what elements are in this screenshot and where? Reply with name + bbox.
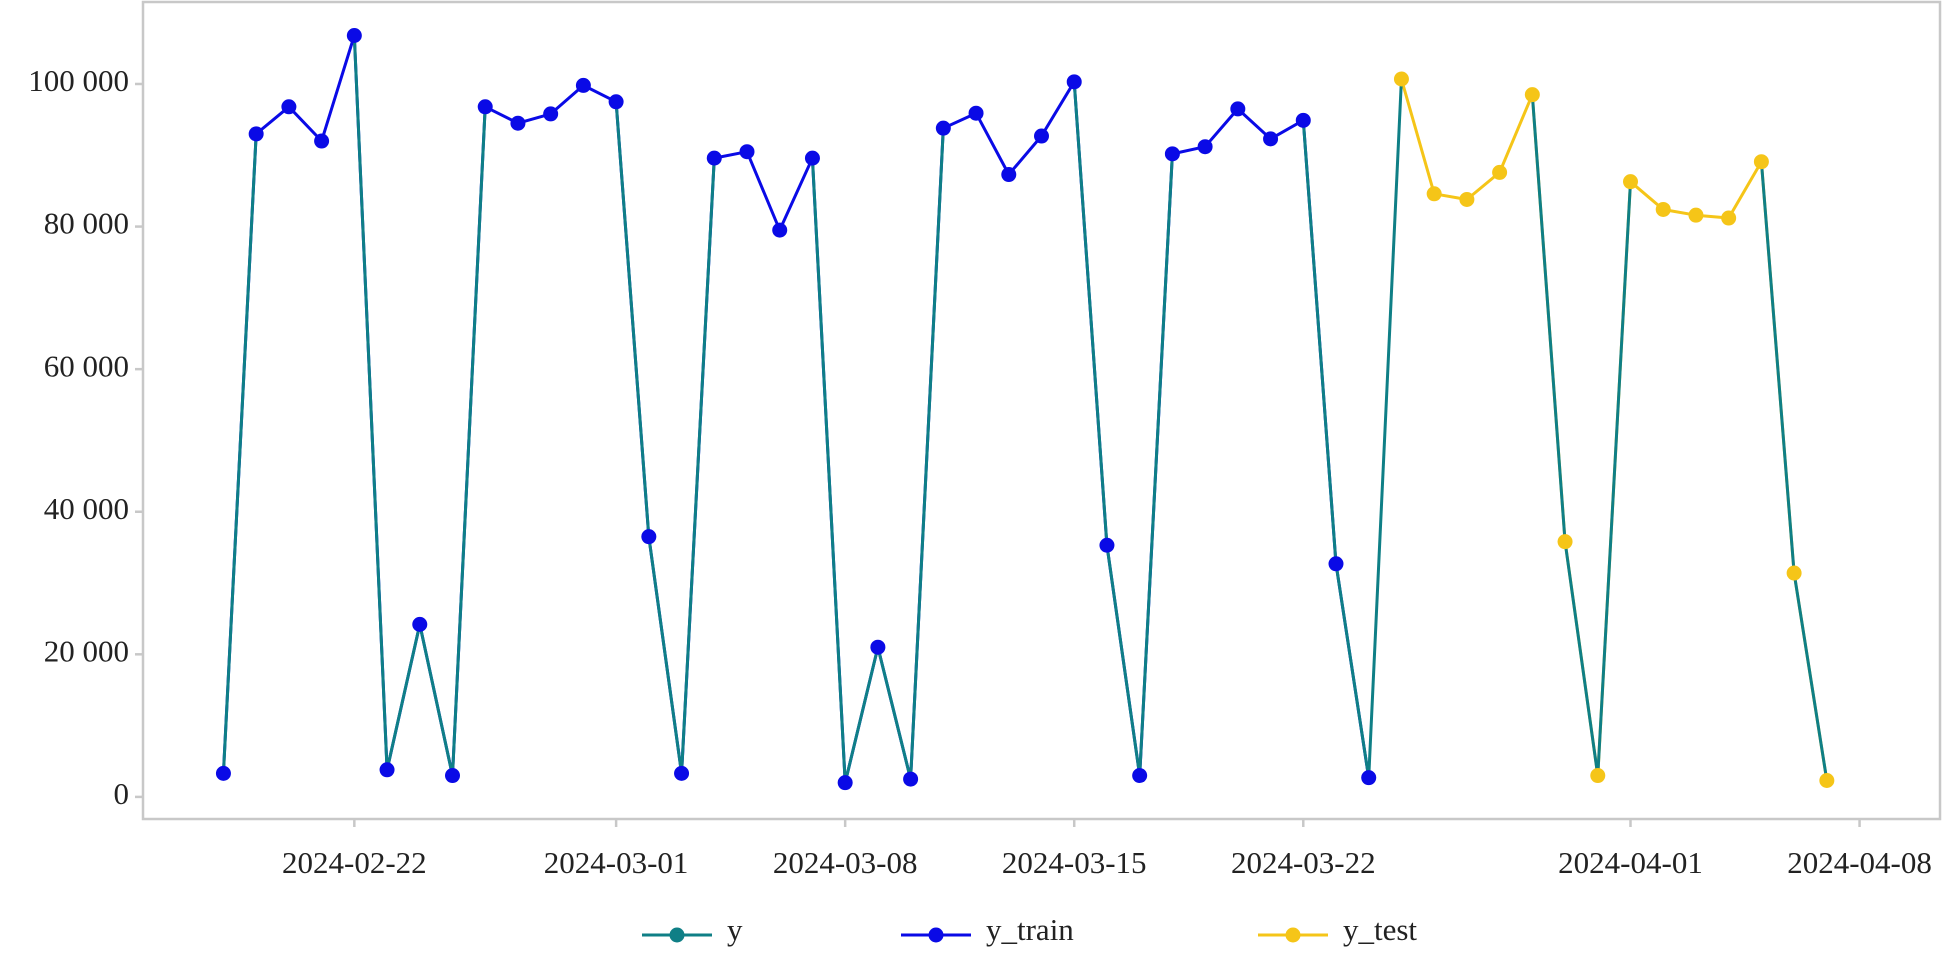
y-tick-label: 80 000 [44, 206, 129, 241]
series-segment [352, 35, 389, 770]
marker [1066, 74, 1082, 90]
legend-marker [1285, 927, 1301, 943]
x-tick-label: 2024-03-01 [544, 845, 689, 880]
marker [575, 77, 591, 93]
series-segment [1301, 120, 1338, 564]
legend-label: y_train [986, 912, 1074, 947]
series-segment [1138, 153, 1174, 776]
x-tick-label: 2024-04-08 [1787, 845, 1932, 880]
marker [346, 28, 362, 44]
y-tick-label: 100 000 [28, 63, 129, 98]
y-tick-label: 40 000 [44, 491, 129, 526]
y-tick-label: 20 000 [44, 633, 129, 668]
series-line-base [223, 36, 1826, 783]
marker [1524, 87, 1540, 103]
marker [903, 771, 919, 787]
series-segment [451, 106, 487, 776]
marker [1688, 207, 1704, 223]
plot-frame [141, 0, 1942, 821]
marker [935, 120, 951, 136]
marker [444, 768, 460, 784]
marker [1132, 768, 1148, 784]
marker [1786, 565, 1802, 581]
x-tick-label: 2024-03-15 [1002, 845, 1147, 880]
series-segment [385, 624, 422, 771]
marker [1426, 186, 1442, 202]
marker [1753, 154, 1769, 170]
marker [1263, 131, 1279, 147]
legend-marker [669, 927, 685, 943]
series-segment [614, 101, 651, 537]
series-segment [1367, 78, 1403, 778]
series-segment [810, 158, 847, 783]
marker [1328, 556, 1344, 572]
marker [281, 99, 297, 115]
series-segment [876, 646, 913, 780]
series-segment [1792, 572, 1829, 781]
marker [1655, 201, 1671, 217]
series-segment [1072, 81, 1109, 546]
marker [1623, 174, 1639, 190]
legend-label: y [727, 912, 743, 947]
marker [1099, 537, 1115, 553]
marker [674, 765, 690, 781]
marker [608, 94, 624, 110]
series-segment [647, 536, 684, 774]
x-tick-label: 2024-02-22 [282, 845, 427, 880]
marker [543, 106, 559, 122]
marker [1164, 146, 1180, 162]
legend-marker [928, 927, 944, 943]
marker [412, 616, 428, 632]
marker [641, 529, 657, 545]
marker [772, 222, 788, 238]
marker [379, 762, 395, 778]
marker [739, 144, 755, 160]
marker [1034, 128, 1049, 144]
marker [1361, 770, 1377, 786]
series-segment [1105, 545, 1142, 776]
series-segment [843, 646, 880, 783]
x-tick-label: 2024-03-22 [1231, 845, 1376, 880]
y-tick-label: 0 [114, 776, 130, 811]
marker [510, 115, 526, 131]
marker [804, 150, 820, 166]
marker [1819, 773, 1835, 789]
series-segment [1596, 181, 1632, 776]
marker [1557, 534, 1573, 550]
marker [1230, 101, 1246, 117]
marker [870, 639, 886, 655]
series-segment [680, 158, 716, 774]
series-segment [909, 128, 945, 780]
marker [1459, 191, 1475, 207]
marker [215, 765, 231, 781]
marker [706, 150, 722, 166]
x-tick-label: 2024-04-01 [1558, 845, 1703, 880]
marker [1492, 164, 1508, 180]
marker [837, 775, 853, 791]
series-segment [1759, 161, 1796, 574]
marker [1295, 112, 1311, 128]
series-segment [1530, 94, 1567, 542]
marker [1001, 167, 1017, 183]
series-segment [1334, 563, 1371, 778]
marker [314, 133, 330, 149]
series-segment [1563, 541, 1600, 776]
marker [248, 126, 264, 142]
marker [1590, 768, 1606, 784]
marker [477, 99, 493, 115]
series-segment [221, 133, 258, 774]
marker [968, 105, 984, 121]
x-tick-label: 2024-03-08 [773, 845, 918, 880]
legend-label: y_test [1343, 912, 1417, 947]
marker [1197, 139, 1213, 155]
y-tick-label: 60 000 [44, 348, 129, 383]
series-segment [418, 624, 454, 776]
marker [1721, 210, 1737, 226]
marker [1393, 71, 1409, 87]
